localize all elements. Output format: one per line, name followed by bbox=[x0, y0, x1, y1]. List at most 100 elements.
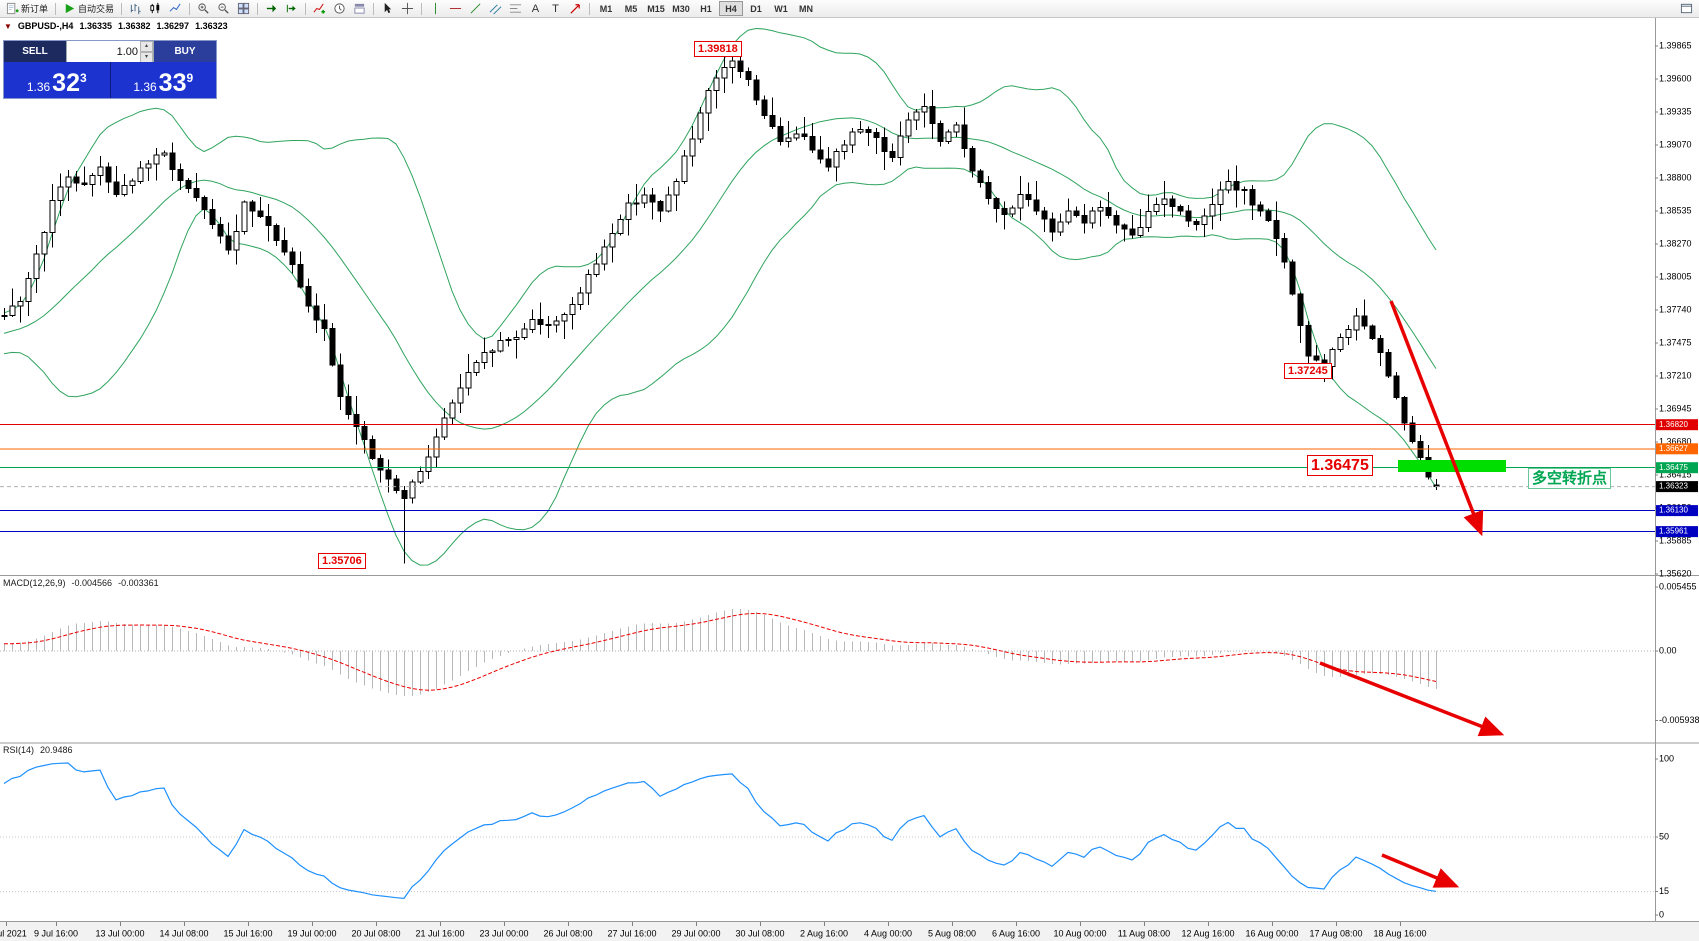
time-axis[interactable] bbox=[0, 922, 1699, 941]
trend-arrow[interactable] bbox=[1381, 853, 1460, 888]
volume-up-icon[interactable]: ▴ bbox=[140, 41, 153, 52]
macd-axis-label: -0.005938 bbox=[1659, 715, 1699, 725]
timeframe-button-M30[interactable]: M30 bbox=[669, 1, 693, 16]
timeframe-button-MN[interactable]: MN bbox=[794, 1, 818, 16]
macd-value-signal: -0.003361 bbox=[118, 578, 159, 588]
price-callout[interactable]: 1.36475 bbox=[1307, 455, 1373, 476]
sell-price-button[interactable]: 1.36 32 3 bbox=[4, 62, 111, 98]
templates-button[interactable] bbox=[350, 1, 369, 17]
candle-body bbox=[993, 198, 1000, 210]
zoom-out-button[interactable] bbox=[214, 1, 233, 17]
auto-scroll-button[interactable] bbox=[262, 1, 281, 17]
candles[interactable] bbox=[1, 49, 1440, 564]
main-pane[interactable] bbox=[1, 27, 1440, 566]
new-order-button[interactable]: 新订单 bbox=[3, 1, 51, 17]
candle-body bbox=[1169, 198, 1176, 208]
zoom-in-icon bbox=[198, 3, 209, 14]
timeframe-button-M15[interactable]: M15 bbox=[644, 1, 668, 16]
zoom-in-button[interactable] bbox=[194, 1, 213, 17]
svg-text:1.36475: 1.36475 bbox=[1659, 463, 1688, 472]
price-axis-label: 1.38270 bbox=[1659, 238, 1692, 248]
time-axis-label: 17 Aug 08:00 bbox=[1309, 928, 1362, 938]
trend-arrow[interactable] bbox=[1389, 300, 1484, 537]
candle-body bbox=[441, 417, 448, 438]
line-chart-button[interactable] bbox=[166, 1, 185, 17]
candle-body bbox=[1065, 210, 1072, 223]
fibonacci-button[interactable] bbox=[506, 1, 525, 17]
candle-body bbox=[217, 224, 224, 237]
tile-windows-icon bbox=[237, 2, 250, 15]
time-axis-label: 27 Jul 16:00 bbox=[607, 928, 656, 938]
periods-button[interactable] bbox=[330, 1, 349, 17]
candle-body bbox=[449, 402, 456, 419]
candle-body bbox=[385, 469, 392, 480]
candlestick-chart-button[interactable] bbox=[146, 1, 165, 17]
volume-stepper[interactable]: 1.00 ▴ ▾ bbox=[66, 41, 154, 63]
autotrade-button[interactable]: 自动交易 bbox=[60, 1, 117, 17]
price-callout[interactable]: 1.37245 bbox=[1284, 363, 1332, 379]
candle-body bbox=[641, 194, 648, 204]
timeframe-button-H1[interactable]: H1 bbox=[694, 1, 718, 16]
candle-body bbox=[529, 319, 536, 330]
candle-body bbox=[873, 132, 880, 139]
highlight-rect[interactable] bbox=[1398, 460, 1506, 472]
horizontal-line-button[interactable] bbox=[446, 1, 465, 17]
channel-button[interactable] bbox=[486, 1, 505, 17]
one-click-collapse-icon[interactable]: ▼ bbox=[4, 21, 12, 31]
toolbar: 新订单 自动交易 A T M1 M5 M15 M30 H1 H4 D1 W1 MN bbox=[0, 0, 1699, 18]
price-callout[interactable]: 1.39818 bbox=[694, 41, 742, 57]
window-icon bbox=[1680, 3, 1693, 14]
annotation-note[interactable]: 多空转折点 bbox=[1528, 468, 1612, 489]
candle-body bbox=[1305, 324, 1312, 357]
macd-pane[interactable] bbox=[0, 609, 1655, 697]
rsi-pane[interactable] bbox=[0, 762, 1655, 900]
trade-panel-controls: SELL 1.00 ▴ ▾ BUY bbox=[4, 41, 216, 63]
tile-windows-button[interactable] bbox=[234, 1, 253, 17]
candle-body bbox=[9, 305, 16, 316]
candle-body bbox=[665, 194, 672, 212]
chart-shift-button[interactable] bbox=[282, 1, 301, 17]
volume-value[interactable]: 1.00 bbox=[116, 45, 138, 58]
candle-body bbox=[649, 194, 656, 203]
candle-body bbox=[89, 174, 96, 186]
candle-body bbox=[785, 137, 792, 142]
vertical-line-button[interactable] bbox=[426, 1, 445, 17]
candle-body bbox=[473, 361, 480, 373]
candle-body bbox=[1393, 375, 1400, 398]
candle-body bbox=[977, 170, 984, 184]
candle-body bbox=[713, 77, 720, 92]
candle-body bbox=[545, 324, 552, 326]
bar-chart-button[interactable] bbox=[126, 1, 145, 17]
timeframe-button-D1[interactable]: D1 bbox=[744, 1, 768, 16]
label-button[interactable]: T bbox=[546, 1, 565, 17]
candle-body bbox=[593, 263, 600, 275]
price-callout[interactable]: 1.35706 bbox=[318, 553, 366, 569]
fibo-icon bbox=[509, 4, 522, 13]
candle-body bbox=[121, 185, 128, 196]
candle-body bbox=[81, 182, 88, 186]
candle-chart-icon bbox=[150, 2, 160, 14]
toolbar-separator bbox=[421, 2, 423, 15]
arrows-button[interactable] bbox=[566, 1, 585, 17]
cursor-button[interactable] bbox=[378, 1, 397, 17]
timeframe-button-W1[interactable]: W1 bbox=[769, 1, 793, 16]
timeframe-button-M1[interactable]: M1 bbox=[594, 1, 618, 16]
candle-body bbox=[945, 131, 952, 143]
candle-body bbox=[841, 144, 848, 152]
chart-canvas[interactable]: 1.39865 1.39600 1.39335 1.39070 1.38800 1.385… bbox=[0, 18, 1699, 941]
buy-button[interactable]: BUY bbox=[154, 41, 216, 62]
chart-window-button[interactable] bbox=[1677, 1, 1696, 17]
timeframe-button-H4[interactable]: H4 bbox=[719, 1, 744, 16]
candle-body bbox=[145, 163, 152, 169]
price-axis-label: 1.36415 bbox=[1659, 469, 1692, 479]
trend-arrow[interactable] bbox=[1319, 661, 1505, 737]
indicators-button[interactable] bbox=[310, 1, 329, 17]
candle-body bbox=[1257, 204, 1264, 212]
time-axis-label: 6 Aug 16:00 bbox=[992, 928, 1040, 938]
crosshair-button[interactable] bbox=[398, 1, 417, 17]
text-button[interactable]: A bbox=[526, 1, 545, 17]
sell-button[interactable]: SELL bbox=[4, 41, 66, 62]
timeframe-button-M5[interactable]: M5 bbox=[619, 1, 643, 16]
buy-price-button[interactable]: 1.36 33 9 bbox=[110, 62, 216, 98]
trendline-button[interactable] bbox=[466, 1, 485, 17]
